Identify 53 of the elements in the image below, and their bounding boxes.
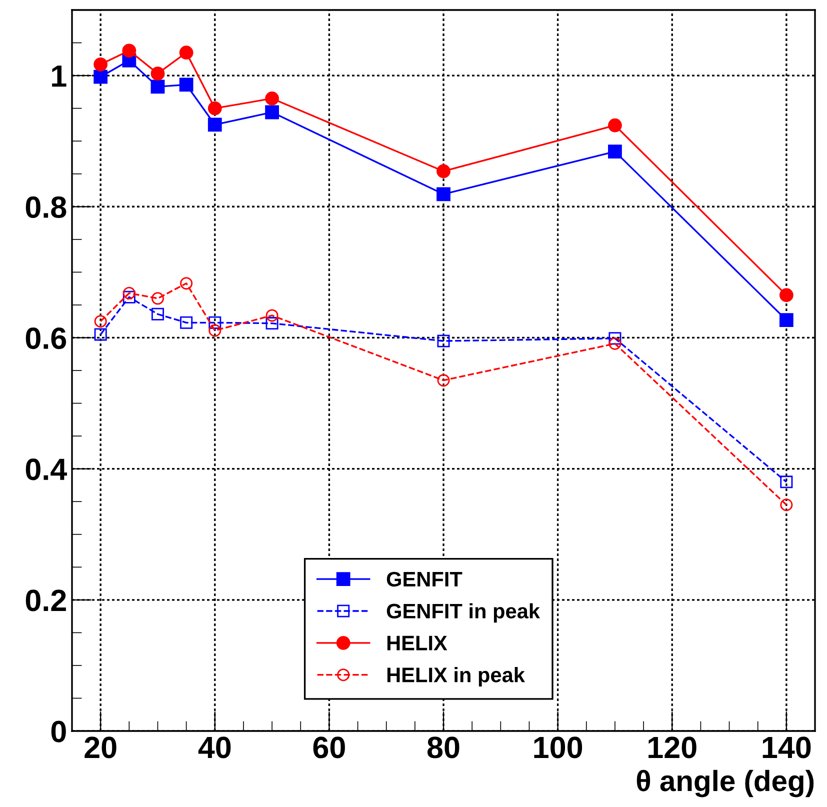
y-tick-label: 0 <box>51 720 66 742</box>
point <box>265 92 279 106</box>
point <box>437 334 450 348</box>
legend-label: GENFIT in peak <box>386 603 540 623</box>
point <box>151 292 164 305</box>
point <box>608 118 622 132</box>
point <box>436 187 450 202</box>
point <box>436 164 450 178</box>
point <box>180 277 193 290</box>
point <box>608 144 622 159</box>
x-tick-label: 80 <box>427 736 460 758</box>
legend-label: HELIX <box>387 636 448 650</box>
point <box>266 309 278 322</box>
y-tick-label: 1 <box>52 66 66 87</box>
legend-label: HELIX in peak <box>387 667 525 686</box>
point <box>94 57 108 72</box>
point <box>94 315 107 328</box>
x-tick-label: 100 <box>534 736 582 758</box>
point <box>180 316 193 329</box>
point <box>608 332 622 345</box>
point <box>179 78 194 92</box>
point <box>208 101 222 116</box>
x-tick-label: 60 <box>313 736 345 758</box>
y-tick-label: 0.4 <box>26 458 67 480</box>
point <box>780 476 793 488</box>
point <box>122 286 136 300</box>
point <box>151 308 164 320</box>
point <box>94 70 108 84</box>
x-tick-label: 120 <box>648 736 696 758</box>
point <box>437 374 450 387</box>
point <box>122 290 136 304</box>
point <box>608 337 622 350</box>
point <box>208 324 222 337</box>
point <box>208 316 222 329</box>
y-tick-label: 0.8 <box>26 196 66 218</box>
point <box>179 46 194 60</box>
legend-label: GENFIT <box>386 572 462 587</box>
y-tick-label: 0.6 <box>26 327 66 350</box>
point <box>150 80 165 94</box>
point <box>779 288 794 302</box>
point <box>122 44 136 58</box>
point <box>779 313 794 327</box>
point <box>265 105 279 120</box>
y-tick-label: 0.2 <box>26 590 66 612</box>
point <box>780 498 793 512</box>
point <box>94 328 107 341</box>
x-tick-label: 140 <box>762 736 811 758</box>
point <box>150 66 165 81</box>
point <box>208 118 222 132</box>
x-tick-label: 20 <box>84 736 116 758</box>
point <box>266 317 278 330</box>
x-axis-title: θ angle (deg) <box>636 770 814 798</box>
x-tick-label: 40 <box>198 736 231 758</box>
